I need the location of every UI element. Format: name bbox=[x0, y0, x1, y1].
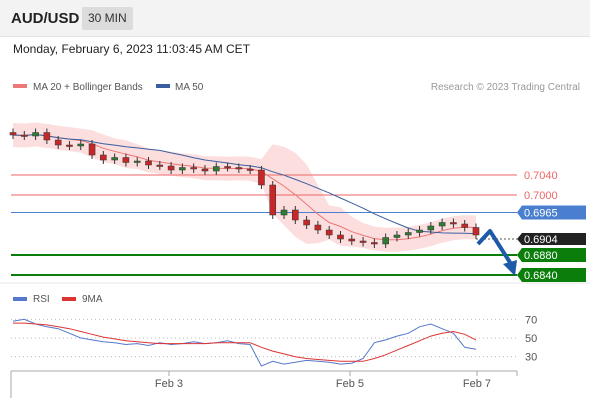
candle bbox=[32, 132, 39, 137]
support-label-overlay: 0.6880 bbox=[524, 250, 558, 262]
candle bbox=[359, 240, 367, 243]
ma20-legend-swatch bbox=[13, 84, 27, 88]
candle bbox=[156, 164, 164, 167]
rsi-legend-label: RSI bbox=[33, 294, 50, 305]
candle bbox=[212, 166, 220, 172]
candle bbox=[190, 167, 197, 170]
candle bbox=[269, 184, 277, 216]
candle bbox=[337, 234, 344, 240]
ma20-line bbox=[12, 133, 477, 241]
last-price-label: 0.6904 bbox=[524, 234, 558, 246]
candle bbox=[122, 157, 130, 163]
ma50-legend-swatch bbox=[156, 84, 170, 88]
rsi-tick-50: 50 bbox=[525, 333, 537, 345]
candle bbox=[371, 242, 378, 245]
rsi-ma-legend-swatch bbox=[62, 297, 76, 301]
price-panel: 0.70400.70000.69650.68800.68400.69040.68… bbox=[9, 122, 586, 282]
rsi-panel: 70 50 30 bbox=[11, 314, 537, 367]
candle bbox=[111, 157, 118, 161]
candle bbox=[201, 168, 209, 172]
candle bbox=[450, 222, 457, 225]
candle bbox=[167, 165, 175, 171]
candle bbox=[393, 234, 401, 238]
candle bbox=[404, 232, 412, 236]
candle bbox=[77, 143, 85, 147]
candle bbox=[258, 169, 265, 186]
candle bbox=[325, 229, 333, 236]
ma50-legend-label: MA 50 bbox=[175, 82, 204, 93]
ma20-legend-label: MA 20 + Bollinger Bands bbox=[33, 82, 143, 93]
ma50-line bbox=[12, 133, 477, 235]
rsi-line bbox=[12, 318, 477, 367]
level-tag-0.6965 bbox=[517, 205, 586, 220]
level-label-0.6965: 0.6965 bbox=[524, 208, 558, 220]
candle bbox=[224, 166, 231, 169]
x-tick-label: Feb 5 bbox=[336, 378, 364, 390]
x-tick-label: Feb 3 bbox=[155, 378, 183, 390]
timeframe-button[interactable]: 30 MIN bbox=[82, 7, 133, 30]
forecast-arrow bbox=[476, 229, 513, 266]
candle bbox=[54, 139, 62, 146]
candle bbox=[9, 132, 17, 136]
candle bbox=[133, 160, 141, 163]
rsi-ma-legend-label: 9MA bbox=[82, 294, 103, 305]
candle bbox=[348, 238, 356, 242]
timestamp: Monday, February 6, 2023 11:03:45 AM CET bbox=[13, 42, 251, 56]
support-tag-overlay bbox=[517, 248, 586, 262]
rsi-ma-line bbox=[13, 322, 477, 362]
candle bbox=[438, 222, 446, 227]
candle bbox=[235, 167, 243, 170]
copyright-text: Research © 2023 Trading Central bbox=[431, 82, 580, 93]
candle bbox=[179, 167, 186, 171]
candle bbox=[461, 223, 468, 228]
candle bbox=[472, 227, 480, 236]
rsi-legend-swatch bbox=[13, 297, 27, 301]
candle bbox=[66, 144, 73, 147]
level-label-0.6840: 0.6840 bbox=[524, 270, 558, 282]
candle bbox=[21, 134, 28, 137]
level-tag-0.6840 bbox=[517, 268, 586, 282]
candle bbox=[246, 168, 254, 171]
x-axis: Feb 3 Feb 5 Feb 7 bbox=[155, 371, 491, 390]
candle bbox=[416, 229, 423, 233]
candle bbox=[100, 154, 107, 161]
candle bbox=[303, 219, 310, 226]
level-label-0.7000: 0.7000 bbox=[524, 190, 558, 202]
rsi-tick-30: 30 bbox=[525, 352, 537, 364]
candle bbox=[292, 209, 299, 221]
symbol-title: AUD/USD bbox=[11, 10, 80, 27]
candle bbox=[145, 160, 152, 166]
rsi-tick-70: 70 bbox=[525, 314, 537, 326]
candle bbox=[280, 209, 288, 216]
candle bbox=[314, 224, 322, 231]
candle bbox=[427, 225, 435, 231]
candle bbox=[88, 143, 96, 156]
level-label-0.7040: 0.7040 bbox=[524, 170, 558, 182]
chart-header: AUD/USD 30 MIN bbox=[0, 0, 590, 37]
x-tick-label: Feb 7 bbox=[463, 378, 491, 390]
forecast-arrow-head bbox=[503, 260, 517, 276]
candle bbox=[382, 237, 389, 245]
candle bbox=[43, 132, 51, 141]
last-price-tag bbox=[517, 233, 586, 245]
